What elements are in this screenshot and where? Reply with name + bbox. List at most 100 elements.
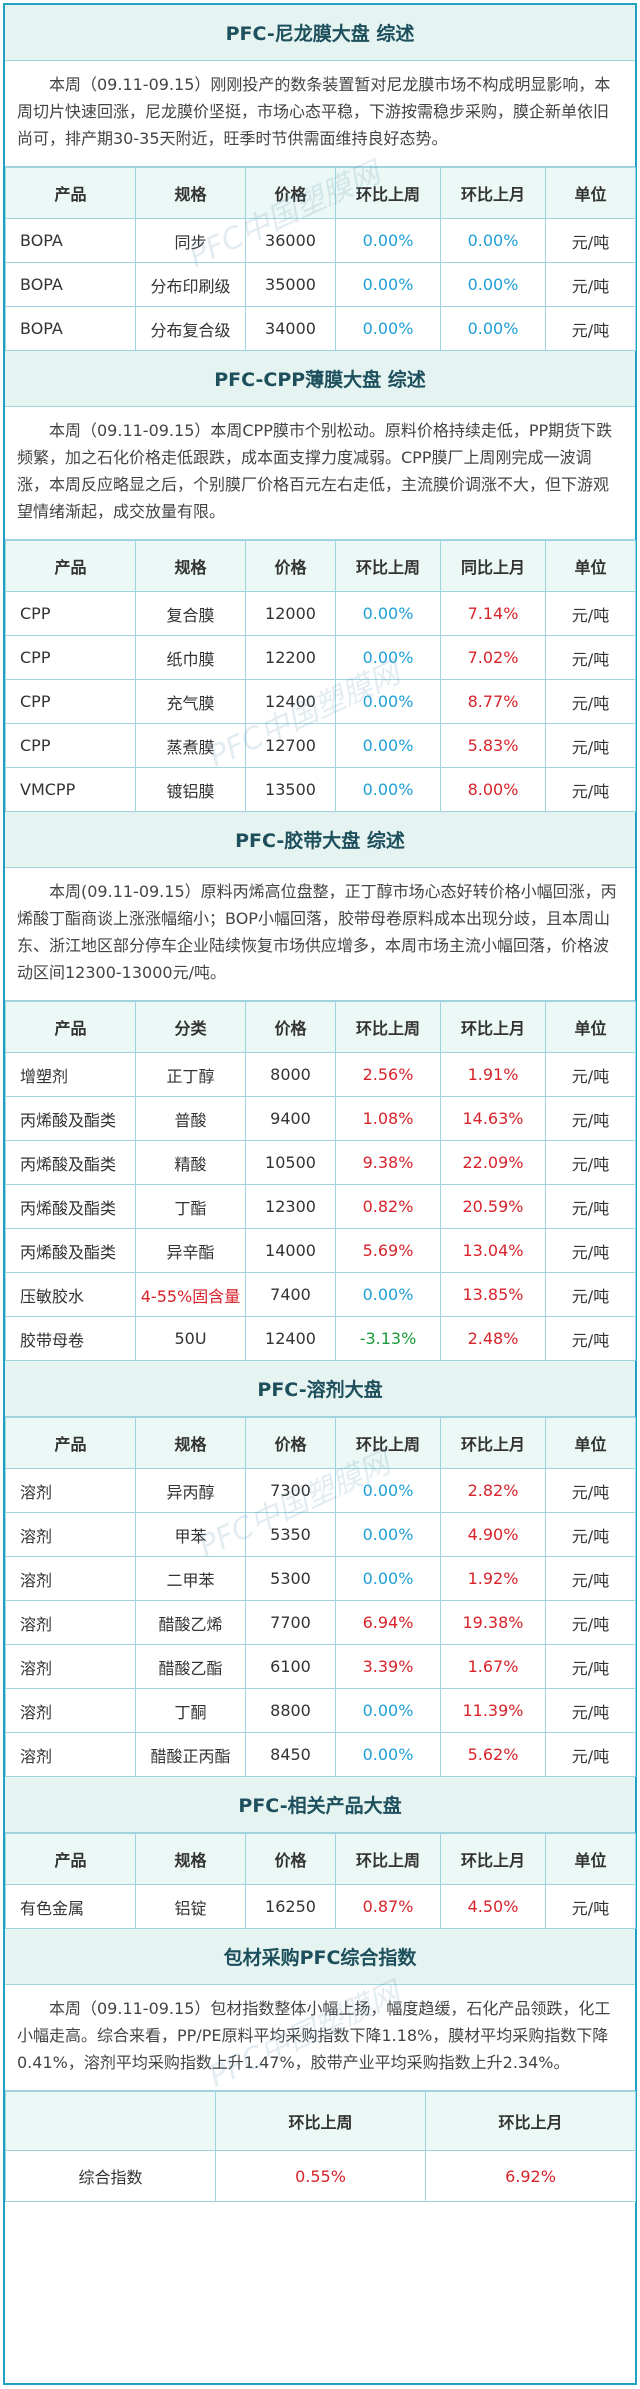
table-row: 溶剂 甲苯 5350 0.00% 4.90% 元/吨	[5, 1512, 636, 1557]
table-row: CPP 复合膜 12000 0.00% 7.14% 元/吨	[5, 591, 636, 636]
table-cell: 丁酮	[135, 1688, 246, 1733]
table-row: 溶剂 醋酸乙烯 7700 6.94% 19.38% 元/吨	[5, 1600, 636, 1645]
table-cell: 1.92%	[440, 1556, 546, 1601]
column-header: 环比上周	[335, 1833, 441, 1885]
table-cell: 元/吨	[545, 1732, 636, 1777]
price-table: 产品 规格 价格 环比上周 环比上月 单位 溶剂 异丙醇 7300 0.00% 2.82% 元/吨 溶剂…	[5, 1417, 636, 1777]
index-header-row: 环比上周 环比上月	[5, 2091, 636, 2151]
column-header: 价格	[245, 1417, 336, 1469]
table-cell: 4-55%固含量	[135, 1272, 246, 1317]
table-cell: 元/吨	[545, 1184, 636, 1229]
table-cell: 5.69%	[335, 1228, 441, 1273]
table-cell: 异丙醇	[135, 1468, 246, 1513]
column-header: 环比上月	[440, 1417, 546, 1469]
table-cell: 0.00%	[335, 679, 441, 724]
table-header-row: 产品 规格 价格 环比上周 环比上月 单位	[5, 1417, 636, 1469]
section-summary: 本周（09.11-09.15）本周CPP膜市个别松动。原料价格持续走低，PP期货…	[5, 407, 635, 540]
table-cell: 元/吨	[545, 723, 636, 768]
table-cell: CPP	[5, 591, 136, 636]
table-cell: 有色金属	[5, 1884, 136, 1929]
table-cell: 0.00%	[335, 723, 441, 768]
table-header-row: 产品 规格 价格 环比上周 环比上月 单位	[5, 1833, 636, 1885]
table-cell: 精酸	[135, 1140, 246, 1185]
table-cell: 甲苯	[135, 1512, 246, 1557]
column-header: 产品	[5, 540, 136, 592]
table-cell: VMCPP	[5, 767, 136, 812]
table-cell: 34000	[245, 306, 336, 351]
table-cell: 10500	[245, 1140, 336, 1185]
price-table: 产品 分类 价格 环比上周 环比上月 单位 增塑剂 正丁醇 8000 2.56% 1.91% 元/吨丙…	[5, 1001, 636, 1361]
column-header: 环比上月	[425, 2091, 636, 2151]
table-cell: 4.90%	[440, 1512, 546, 1557]
section-summary: 本周（09.11-09.15）刚刚投产的数条装置暂对尼龙膜市场不构成明显影响，本…	[5, 61, 635, 167]
table-cell: 元/吨	[545, 767, 636, 812]
table-cell: 元/吨	[545, 679, 636, 724]
report-frame: PFC-尼龙膜大盘 综述 本周（09.11-09.15）刚刚投产的数条装置暂对尼龙…	[3, 3, 637, 2385]
column-header: 环比上月	[440, 1001, 546, 1053]
table-cell: 36000	[245, 218, 336, 263]
table-cell: 元/吨	[545, 1228, 636, 1273]
index-table: 环比上周 环比上月 综合指数 0.55% 6.92%	[5, 2091, 636, 2202]
table-cell: 6100	[245, 1644, 336, 1689]
table-cell: 7.14%	[440, 591, 546, 636]
table-cell: 溶剂	[5, 1512, 136, 1557]
column-header	[5, 2091, 216, 2151]
table-cell: 元/吨	[545, 1644, 636, 1689]
table-cell: 溶剂	[5, 1644, 136, 1689]
table-cell: BOPA	[5, 262, 136, 307]
table-cell: 4.50%	[440, 1884, 546, 1929]
column-header: 环比上月	[440, 167, 546, 219]
table-cell: BOPA	[5, 218, 136, 263]
column-header: 环比上周	[335, 1417, 441, 1469]
table-cell: 异辛酯	[135, 1228, 246, 1273]
table-cell: 元/吨	[545, 306, 636, 351]
section-title: PFC-相关产品大盘	[5, 1777, 635, 1833]
table-header-row: 产品 规格 价格 环比上周 环比上月 单位	[5, 167, 636, 219]
table-cell: 8.77%	[440, 679, 546, 724]
table-cell: 8000	[245, 1052, 336, 1097]
table-cell: 增塑剂	[5, 1052, 136, 1097]
table-cell: CPP	[5, 635, 136, 680]
table-cell: 正丁醇	[135, 1052, 246, 1097]
table-cell: 7300	[245, 1468, 336, 1513]
table-cell: 0.00%	[335, 767, 441, 812]
table-cell: 12400	[245, 679, 336, 724]
table-row: CPP 充气膜 12400 0.00% 8.77% 元/吨	[5, 679, 636, 724]
column-header: 规格	[135, 167, 246, 219]
table-cell: 0.00%	[440, 218, 546, 263]
table-cell: 13.85%	[440, 1272, 546, 1317]
table-row: 丙烯酸及酯类 丁酯 12300 0.82% 20.59% 元/吨	[5, 1184, 636, 1229]
table-cell: 纸巾膜	[135, 635, 246, 680]
table-cell: 7400	[245, 1272, 336, 1317]
table-cell: 7700	[245, 1600, 336, 1645]
table-cell: 9400	[245, 1096, 336, 1141]
table-cell: 0.82%	[335, 1184, 441, 1229]
table-cell: 0.00%	[335, 1556, 441, 1601]
table-cell: 13500	[245, 767, 336, 812]
table-cell: 5350	[245, 1512, 336, 1557]
table-cell: 压敏胶水	[5, 1272, 136, 1317]
table-cell: 0.00%	[335, 635, 441, 680]
table-cell: 同步	[135, 218, 246, 263]
table-cell: 元/吨	[545, 1140, 636, 1185]
table-cell: 12700	[245, 723, 336, 768]
column-header: 规格	[135, 1417, 246, 1469]
table-cell: 醋酸乙烯	[135, 1600, 246, 1645]
table-cell: BOPA	[5, 306, 136, 351]
column-header: 价格	[245, 540, 336, 592]
column-header: 产品	[5, 167, 136, 219]
table-cell: 50U	[135, 1316, 246, 1361]
section-title: PFC-胶带大盘 综述	[5, 812, 635, 868]
table-cell: 元/吨	[545, 218, 636, 263]
table-cell: 19.38%	[440, 1600, 546, 1645]
table-cell: 2.56%	[335, 1052, 441, 1097]
table-cell: CPP	[5, 723, 136, 768]
table-cell: 1.67%	[440, 1644, 546, 1689]
table-cell: 元/吨	[545, 1512, 636, 1557]
table-cell: 分布印刷级	[135, 262, 246, 307]
index-title: 包材采购PFC综合指数	[5, 1929, 635, 1985]
table-cell: 元/吨	[545, 1556, 636, 1601]
section-title: PFC-CPP薄膜大盘 综述	[5, 351, 635, 407]
table-cell: 0.00%	[335, 1688, 441, 1733]
table-cell: 14000	[245, 1228, 336, 1273]
